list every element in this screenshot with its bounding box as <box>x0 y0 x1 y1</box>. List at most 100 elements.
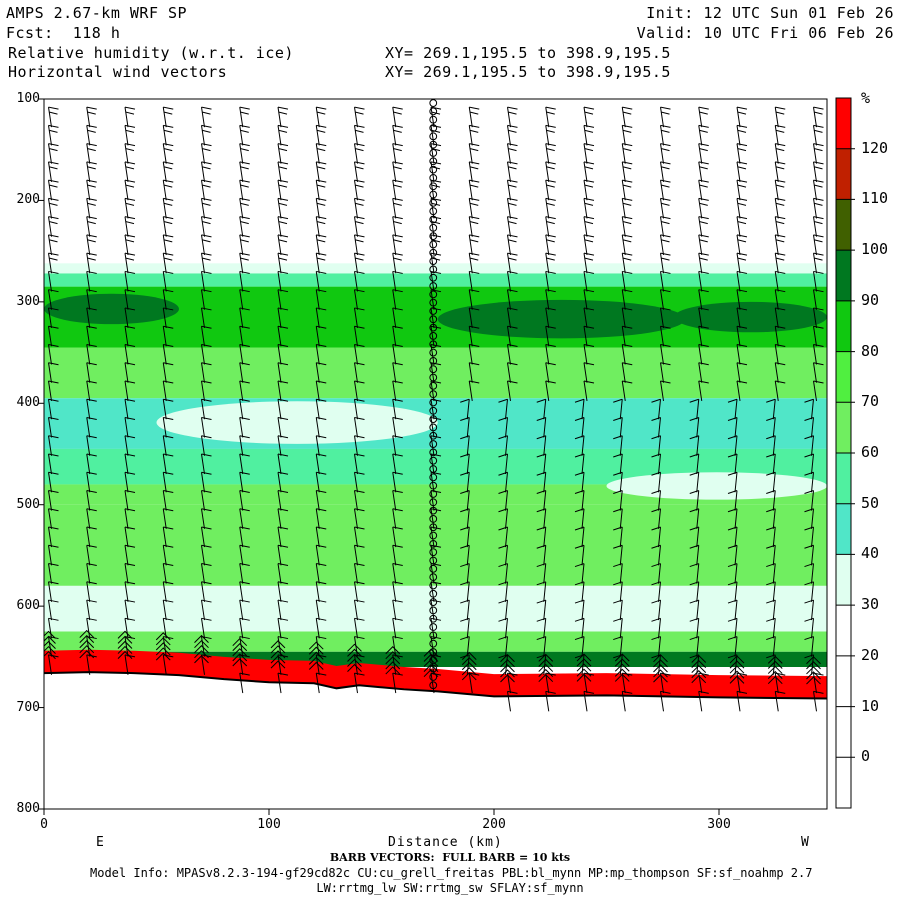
wind-barb-staff <box>315 453 320 475</box>
wind-barb-flag <box>316 161 327 165</box>
wind-barb-flag <box>660 106 671 110</box>
wind-barb-flag <box>277 617 289 621</box>
wind-barb-staff <box>619 600 623 621</box>
wind-barb-chevron <box>79 629 95 638</box>
wind-barb-staff <box>698 362 703 383</box>
wind-barb-staff <box>736 216 741 237</box>
wind-barb-flag <box>86 544 97 548</box>
wind-barb-chevron <box>155 632 171 641</box>
wind-barb-staff <box>162 599 167 621</box>
wind-barb-flag <box>86 617 97 621</box>
wind-barb-staff <box>277 143 282 164</box>
wind-barb-staff <box>619 618 623 639</box>
wind-barb-staff <box>581 472 585 493</box>
wind-barb-flag <box>775 270 786 274</box>
wind-barb-flag <box>202 257 211 261</box>
wind-barb-flag <box>536 617 546 622</box>
wind-barb-flag <box>775 380 786 384</box>
wind-barb-flag <box>736 124 748 128</box>
wind-barb-staff <box>660 326 664 347</box>
wind-barb-chevron <box>194 639 209 649</box>
wind-barb-flag <box>163 124 174 128</box>
calm-wind-marker <box>429 523 438 532</box>
wind-barb-flag <box>545 124 556 128</box>
wind-barb-staff <box>619 563 623 584</box>
wind-barb-flag <box>813 124 824 128</box>
wind-barb-flag <box>814 111 823 115</box>
wind-barb-flag <box>354 581 365 585</box>
wind-barb-staff <box>86 271 91 292</box>
wind-barb-flag <box>622 362 633 366</box>
calm-wind-marker <box>429 481 438 490</box>
wind-barb-staff <box>698 307 703 329</box>
calm-wind-marker <box>429 631 438 640</box>
wind-barb-staff <box>392 545 397 566</box>
wind-barb-chevron <box>385 661 401 670</box>
wind-barb-flag <box>163 599 174 603</box>
wind-barb-flag <box>804 599 814 604</box>
wind-barb-flag <box>813 216 824 220</box>
wind-barb-flag <box>277 362 289 366</box>
wind-barb-staff <box>239 490 244 511</box>
wind-barb-staff <box>736 271 741 292</box>
wind-barb-flag <box>431 148 441 152</box>
wind-barb-flag <box>316 471 327 475</box>
wind-barb-staff <box>124 599 129 621</box>
wind-barb-flag <box>48 380 59 384</box>
wind-barb-staff <box>162 125 167 146</box>
wind-barb-staff <box>466 563 470 584</box>
wind-barb-flag <box>584 184 594 188</box>
wind-barb-flag <box>698 234 709 238</box>
calm-wind-marker <box>429 315 438 324</box>
calm-wind-marker <box>429 390 438 399</box>
wind-barb-staff <box>392 563 397 584</box>
wind-barb-staff <box>507 307 511 329</box>
wind-barb-staff <box>583 180 588 201</box>
wind-barb-flag <box>355 148 364 152</box>
wind-barb-staff <box>811 636 814 657</box>
wind-barb-flag <box>393 111 402 115</box>
wind-barb-staff <box>621 307 626 329</box>
wind-barb-flag <box>813 380 824 384</box>
wind-barb-flag <box>48 471 59 475</box>
wind-barb-staff <box>466 472 470 493</box>
wind-barb-flag <box>545 690 556 694</box>
cross-section-coords-1: XY= 269.1,195.5 to 398.9,195.5 <box>385 44 671 62</box>
wind-barb-flag <box>698 270 709 274</box>
wind-barb-flag <box>354 325 365 329</box>
wind-barb-flag <box>583 307 595 311</box>
wind-barb-staff <box>658 563 661 584</box>
wind-barb-staff <box>468 673 473 694</box>
wind-barb-flag <box>507 380 518 384</box>
wind-barb-flag <box>813 325 824 329</box>
wind-barb-flag <box>278 111 288 115</box>
wind-barb-flag <box>660 690 671 694</box>
wind-barb-staff <box>124 125 129 146</box>
wind-barb-staff <box>772 563 776 584</box>
wind-barb-flag <box>460 636 470 641</box>
wind-barb-staff <box>583 161 588 182</box>
calm-wind-marker <box>429 664 438 673</box>
wind-barb-flag <box>698 106 709 110</box>
wind-barb-flag <box>163 143 174 147</box>
wind-barb-staff <box>124 399 129 420</box>
wind-barb-staff <box>545 198 550 219</box>
wind-barb-flag <box>354 490 365 494</box>
wind-barb-staff <box>315 673 320 694</box>
wind-barb-chevron <box>385 656 401 665</box>
wind-barb-staff <box>658 399 661 420</box>
wind-barb-flag <box>546 239 555 243</box>
wind-barb-staff <box>468 362 473 383</box>
wind-barb-flag <box>163 106 174 110</box>
wind-barb-flag <box>698 179 709 183</box>
wind-barb-flag <box>469 289 480 293</box>
wind-barb-flag <box>699 257 708 261</box>
wind-barb-chevron <box>614 673 630 682</box>
wind-barb-flag <box>392 636 403 640</box>
wind-barb-staff <box>315 545 320 566</box>
wind-barb-chevron <box>79 640 95 649</box>
wind-barb-flag <box>48 453 59 457</box>
wind-barb-flag <box>536 526 546 531</box>
wind-barb-chevron <box>691 675 707 684</box>
calm-wind-marker <box>429 456 438 465</box>
